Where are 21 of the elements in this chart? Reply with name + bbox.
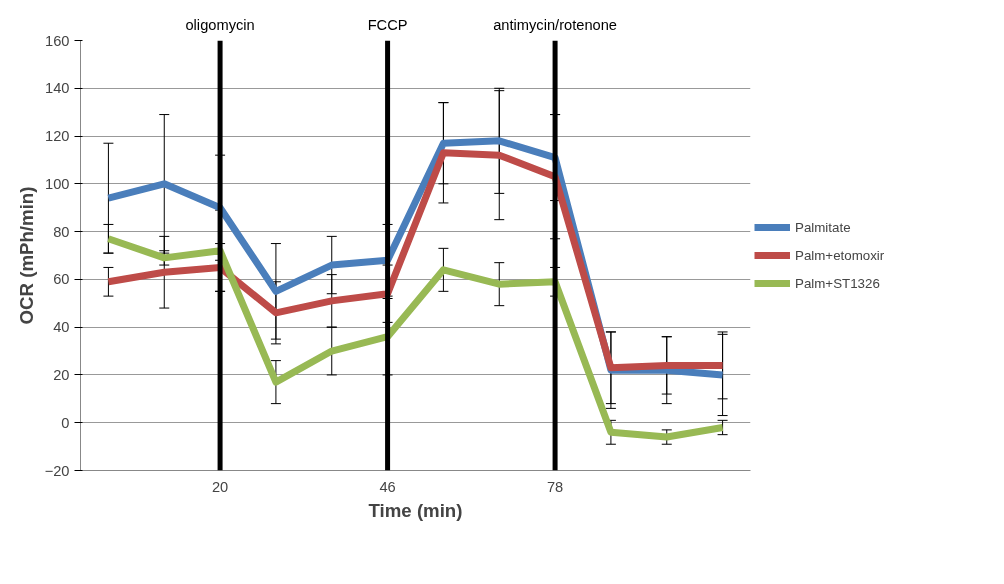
y-tick-label: −20 <box>44 462 70 479</box>
y-tick-label: 0 <box>61 414 70 431</box>
x-axis-title: Time (min) <box>368 499 463 521</box>
legend-label: Palm+etomoxir <box>795 247 885 263</box>
y-tick-label: 60 <box>53 271 70 288</box>
legend-label: Palmitate <box>795 219 851 235</box>
ref-line-label: FCCP <box>367 17 408 33</box>
y-tick-label: 100 <box>45 175 70 192</box>
y-tick-label: 80 <box>53 223 70 240</box>
y-axis-title: OCR (mPh/min) <box>15 186 37 325</box>
y-tick-label: 140 <box>45 80 70 97</box>
y-tick-label: 40 <box>53 319 70 336</box>
x-tick-label: 78 <box>546 478 564 495</box>
x-tick-label: 46 <box>379 478 396 495</box>
legend-label: Palm+ST1326 <box>795 275 880 291</box>
ref-line-label: antimycin/rotenone <box>493 17 618 33</box>
x-tick-label: 20 <box>211 478 229 495</box>
y-tick-label: 20 <box>53 366 70 383</box>
ref-line-label: oligomycin <box>185 17 255 33</box>
y-tick-label: 120 <box>45 128 70 145</box>
y-tick-label: 160 <box>45 32 70 49</box>
